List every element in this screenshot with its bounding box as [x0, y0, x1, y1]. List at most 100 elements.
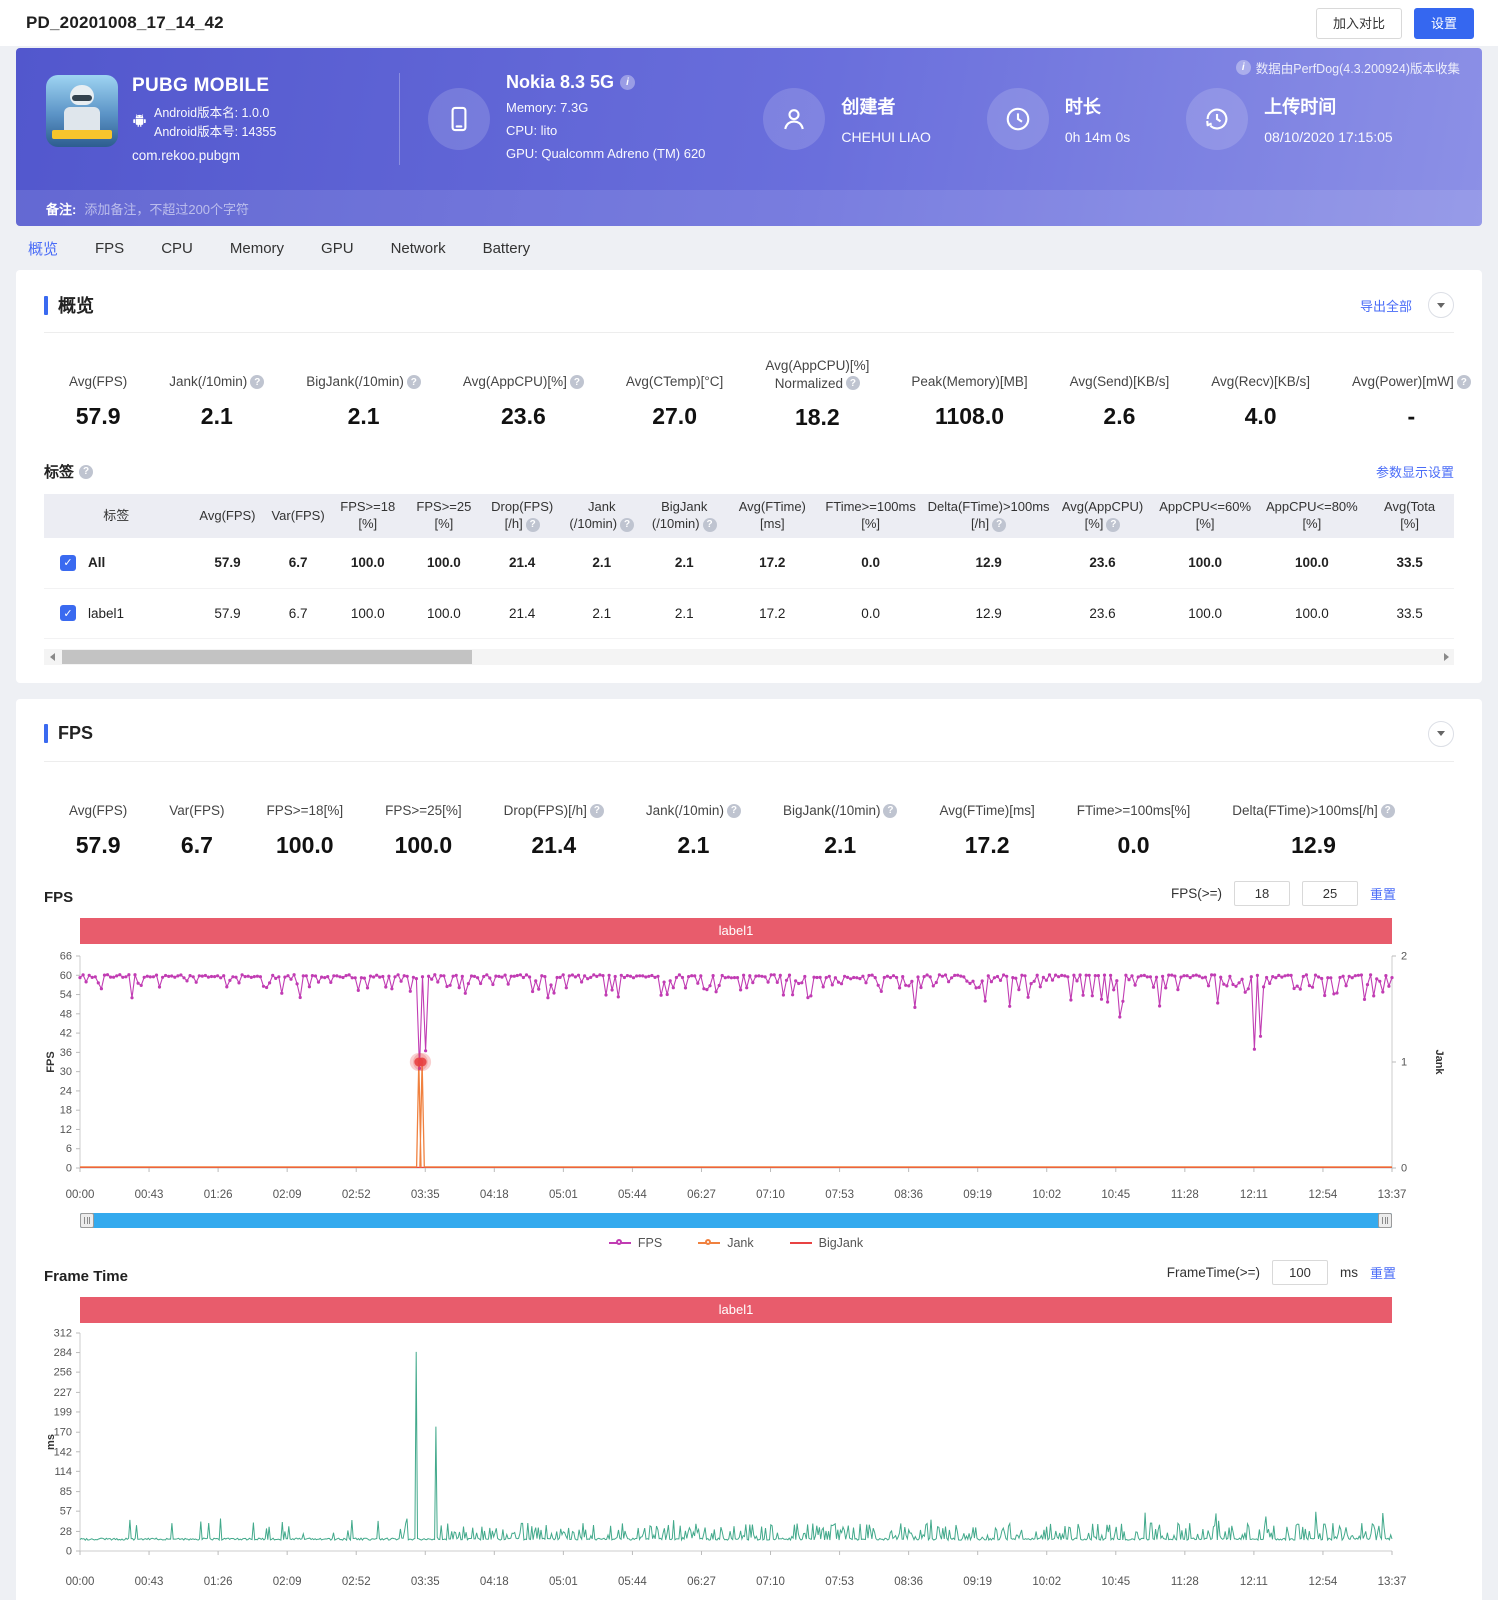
overview-stat-value: 2.6 — [1103, 403, 1135, 430]
help-icon[interactable]: ? — [846, 376, 860, 390]
table-cell: 17.2 — [727, 588, 817, 638]
x-tick-label: 13:37 — [1378, 1576, 1407, 1588]
svg-text:312: 312 — [54, 1327, 72, 1339]
svg-text:24: 24 — [60, 1085, 72, 1097]
x-tick-label: 07:10 — [756, 1189, 785, 1201]
svg-text:57: 57 — [60, 1505, 72, 1517]
help-icon[interactable]: ? — [703, 518, 717, 532]
column-header: FTime>=100ms[%] — [817, 494, 924, 538]
row-checkbox[interactable]: ✓ — [60, 555, 76, 571]
column-header: Avg(AppCPU)[%]? — [1053, 494, 1152, 538]
tab-network[interactable]: Network — [391, 240, 446, 257]
x-tick-label: 03:35 — [411, 1189, 440, 1201]
column-header: Avg(FTime)[ms] — [727, 494, 817, 538]
fps-chart-svg: 0612182430364248546066012FPSJank — [44, 946, 1454, 1182]
android-version-code: Android版本号: 14355 — [154, 123, 276, 142]
person-icon — [763, 88, 825, 150]
x-tick-label: 02:09 — [273, 1189, 302, 1201]
help-icon[interactable]: ? — [727, 804, 741, 818]
fps-threshold-max-input[interactable] — [1302, 881, 1358, 906]
row-checkbox[interactable]: ✓ — [60, 605, 76, 621]
scrollbar-thumb[interactable] — [62, 650, 472, 664]
help-icon[interactable]: ? — [1457, 375, 1471, 389]
x-tick-label: 00:00 — [66, 1576, 95, 1588]
column-header: Avg(Tota[%] — [1365, 494, 1454, 538]
x-tick-label: 00:43 — [135, 1189, 164, 1201]
svg-text:114: 114 — [54, 1465, 72, 1477]
help-icon[interactable]: ? — [590, 804, 604, 818]
app-name: PUBG MOBILE — [132, 75, 276, 97]
x-tick-label: 07:53 — [825, 1576, 854, 1588]
fps-chart-title: FPS — [44, 889, 73, 906]
device-name: Nokia 8.3 5G — [506, 72, 614, 93]
x-tick-label: 04:18 — [480, 1189, 509, 1201]
help-icon[interactable]: ? — [526, 518, 540, 532]
svg-text:1: 1 — [1401, 1056, 1407, 1068]
help-icon[interactable]: ? — [883, 804, 897, 818]
svg-text:227: 227 — [54, 1386, 72, 1398]
device-gpu: GPU: Qualcomm Adreno (TM) 620 — [506, 143, 705, 166]
tab-概览[interactable]: 概览 — [28, 238, 58, 259]
labels-title: 标签 — [44, 461, 74, 482]
overview-stat-value: - — [1408, 403, 1416, 430]
table-horizontal-scrollbar[interactable] — [44, 649, 1454, 665]
overview-stat: Avg(Send)[KB/s]2.6 — [1049, 357, 1191, 431]
remark-row[interactable]: 备注: 添加备注，不超过200个字符 — [16, 190, 1482, 226]
tab-fps[interactable]: FPS — [95, 240, 124, 257]
fps-stat-value: 17.2 — [965, 832, 1010, 859]
help-icon[interactable]: ? — [250, 375, 264, 389]
tab-cpu[interactable]: CPU — [161, 240, 193, 257]
overview-stat: BigJank(/10min)?2.1 — [285, 357, 442, 431]
history-clock-icon — [1186, 88, 1248, 150]
slider-left-handle[interactable] — [80, 1213, 94, 1228]
scroll-right-arrow[interactable] — [1438, 649, 1454, 665]
legend-item-fps[interactable]: FPS — [609, 1236, 662, 1250]
collapse-fps-button[interactable] — [1428, 721, 1454, 747]
help-icon[interactable]: ? — [992, 518, 1006, 532]
fps-card: FPS Avg(FPS)57.9Var(FPS)6.7FPS>=18[%]100… — [16, 699, 1482, 1600]
table-cell: 2.1 — [641, 588, 727, 638]
column-header: FPS>=18[%] — [330, 494, 406, 538]
settings-button[interactable]: 设置 — [1414, 8, 1474, 39]
fps-reset-link[interactable]: 重置 — [1370, 884, 1396, 903]
slider-right-handle[interactable] — [1378, 1213, 1392, 1228]
fps-threshold-min-input[interactable] — [1234, 881, 1290, 906]
fps-threshold-filter: FPS(>=) 重置 — [1171, 881, 1396, 906]
legend-item-bigjank[interactable]: BigJank — [790, 1236, 863, 1250]
help-icon[interactable]: ? — [1381, 804, 1395, 818]
tab-memory[interactable]: Memory — [230, 240, 284, 257]
add-compare-button[interactable]: 加入对比 — [1316, 8, 1402, 39]
help-icon[interactable]: ? — [570, 375, 584, 389]
table-cell: 21.4 — [482, 538, 562, 588]
duration-block: 时长 0h 14m 0s — [987, 88, 1130, 150]
device-info-icon[interactable]: i — [620, 75, 635, 90]
column-header: AppCPU<=60%[%] — [1152, 494, 1259, 538]
help-icon[interactable]: ? — [1106, 518, 1120, 532]
svg-text:48: 48 — [60, 1008, 72, 1020]
help-icon[interactable]: ? — [407, 375, 421, 389]
svg-text:85: 85 — [60, 1486, 72, 1498]
tab-battery[interactable]: Battery — [483, 240, 531, 257]
frametime-reset-link[interactable]: 重置 — [1370, 1263, 1396, 1282]
param-display-settings-link[interactable]: 参数显示设置 — [1376, 462, 1454, 481]
fps-x-axis-labels: 00:0000:4301:2602:0902:5203:3504:1805:01… — [80, 1189, 1392, 1207]
table-cell: 100.0 — [1152, 538, 1259, 588]
help-icon[interactable]: ? — [620, 518, 634, 532]
table-row: ✓label157.96.7100.0100.021.42.12.117.20.… — [44, 588, 1454, 638]
fps-range-slider[interactable] — [80, 1213, 1392, 1228]
x-tick-label: 06:27 — [687, 1576, 716, 1588]
frametime-threshold-input[interactable] — [1272, 1260, 1328, 1285]
table-cell: 33.5 — [1365, 538, 1454, 588]
tab-gpu[interactable]: GPU — [321, 240, 354, 257]
export-all-link[interactable]: 导出全部 — [1360, 296, 1412, 315]
table-cell: 17.2 — [727, 538, 817, 588]
frametime-chart: 0285785114142170199227256284312ms — [44, 1325, 1454, 1574]
svg-text:66: 66 — [60, 950, 72, 962]
legend-item-jank[interactable]: Jank — [698, 1236, 753, 1250]
table-cell: 21.4 — [482, 588, 562, 638]
scroll-left-arrow[interactable] — [44, 649, 60, 665]
labels-help-icon[interactable]: ? — [79, 465, 93, 479]
x-tick-label: 00:00 — [66, 1189, 95, 1201]
frametime-chart-title: Frame Time — [44, 1268, 128, 1285]
collapse-overview-button[interactable] — [1428, 292, 1454, 318]
